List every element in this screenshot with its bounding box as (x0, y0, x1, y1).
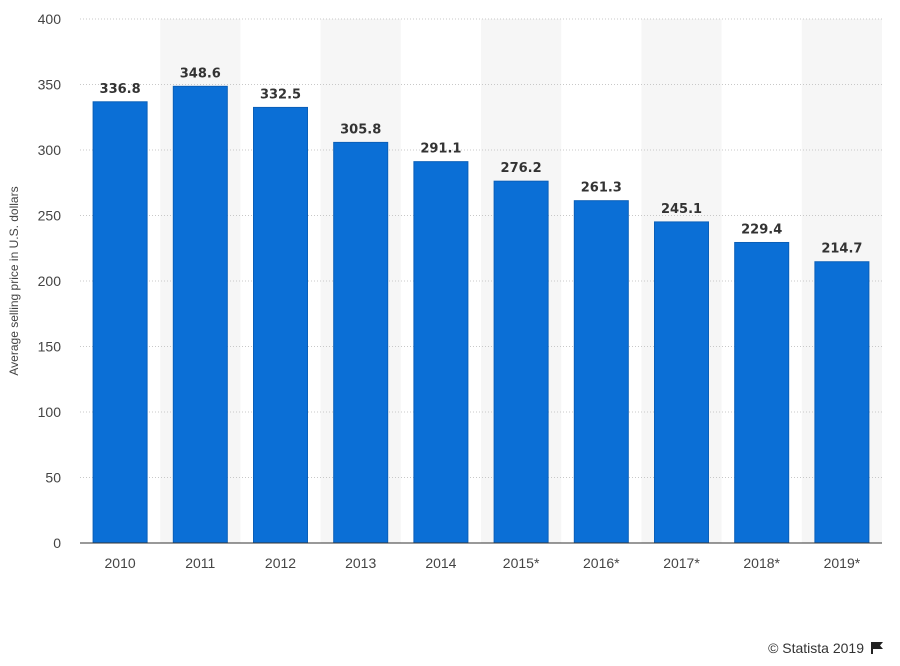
bars (92, 85, 870, 544)
x-tick-label: 2013 (345, 555, 376, 571)
x-tick-label: 2018* (743, 555, 780, 571)
bar[interactable] (573, 200, 629, 544)
data-label: 214.7 (821, 242, 862, 257)
data-label: 332.5 (260, 87, 301, 102)
bar[interactable] (814, 261, 870, 544)
y-tick-label: 400 (38, 11, 62, 27)
data-label: 348.6 (180, 66, 221, 81)
y-tick-label: 150 (38, 339, 62, 355)
y-tick-label: 0 (53, 535, 61, 551)
y-tick-label: 300 (38, 142, 62, 158)
bar[interactable] (92, 101, 148, 544)
y-axis-title: Average selling price in U.S. dollars (7, 186, 21, 375)
data-label: 276.2 (501, 161, 542, 176)
x-tick-label: 2014 (425, 555, 456, 571)
bar[interactable] (734, 241, 790, 544)
x-tick-label: 2010 (105, 555, 136, 571)
x-tick-label: 2016* (583, 555, 620, 571)
data-label: 229.4 (741, 222, 782, 237)
y-tick-label: 200 (38, 273, 62, 289)
bar[interactable] (253, 106, 308, 544)
data-label: 261.3 (581, 181, 622, 196)
y-tick-label: 350 (38, 77, 62, 93)
bar[interactable] (413, 161, 469, 544)
data-labels: 336.8 348.6 332.5 305.8 291.1 276.2 261.3 245.1… (100, 66, 863, 256)
y-tick-label: 50 (45, 470, 61, 486)
y-tick-label: 250 (38, 208, 62, 224)
data-label: 305.8 (340, 122, 381, 137)
bar[interactable] (172, 85, 228, 544)
y-axis-ticks: 0 50 100 150 200 250 300 350 400 (38, 11, 62, 551)
x-axis-ticks: 2010 2011 2012 2013 2014 2015* 2016* 2017* 2018*… (105, 555, 861, 571)
bar[interactable] (654, 221, 709, 544)
x-tick-label: 2011 (185, 555, 215, 571)
bar[interactable] (333, 141, 389, 544)
data-label: 245.1 (661, 202, 702, 217)
data-label: 336.8 (100, 82, 141, 97)
credit-text: © Statista 2019 (768, 640, 864, 656)
data-label: 291.1 (420, 142, 461, 157)
statista-credit[interactable]: © Statista 2019 (768, 640, 884, 656)
y-tick-label: 100 (38, 404, 62, 420)
x-tick-label: 2012 (265, 555, 296, 571)
flag-icon[interactable] (870, 641, 884, 655)
bar[interactable] (493, 180, 549, 544)
x-tick-label: 2017* (663, 555, 700, 571)
x-tick-label: 2015* (503, 555, 540, 571)
x-tick-label: 2019* (824, 555, 861, 571)
